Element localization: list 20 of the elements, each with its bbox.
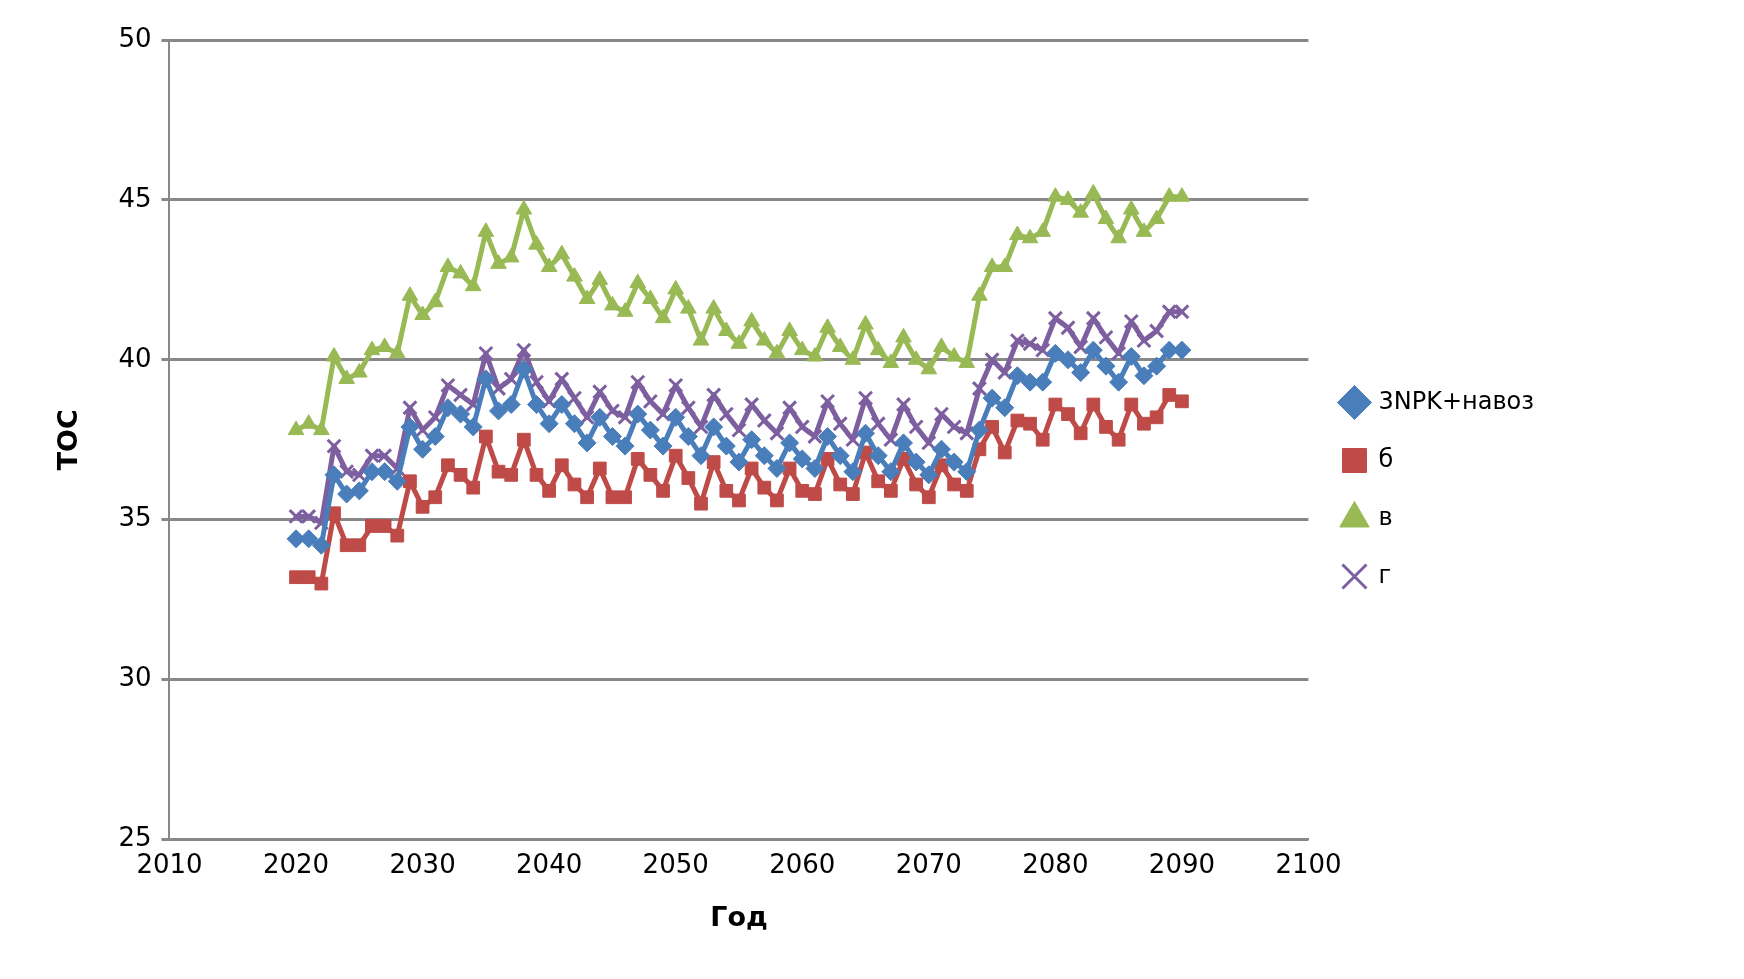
legend-label: в: [1378, 502, 1393, 531]
x-tick-label: 2080: [1022, 848, 1089, 879]
y-tick-label: 45: [118, 182, 152, 213]
y-tick-label: 50: [118, 22, 152, 53]
x-tick-label: 2030: [389, 848, 456, 879]
x-tick-label: 2060: [769, 848, 836, 879]
y-tick-label: 30: [118, 662, 152, 693]
x-axis-title: Год: [710, 900, 768, 932]
legend-label: б: [1378, 444, 1394, 473]
x-tick-label: 2020: [262, 848, 330, 879]
y-tick-label: 35: [118, 502, 152, 533]
x-tick-label: 2050: [642, 848, 709, 879]
legend-label: г: [1378, 560, 1392, 589]
x-tick-label: 2040: [516, 848, 583, 879]
y-axis-title: TOC: [52, 409, 84, 471]
legend-label: 3NPK+навоз: [1378, 386, 1534, 415]
y-tick-label: 40: [118, 342, 152, 373]
x-tick-label: 2100: [1275, 848, 1342, 879]
x-tick-label: 2090: [1148, 848, 1215, 879]
x-tick-label: 2070: [895, 848, 962, 879]
